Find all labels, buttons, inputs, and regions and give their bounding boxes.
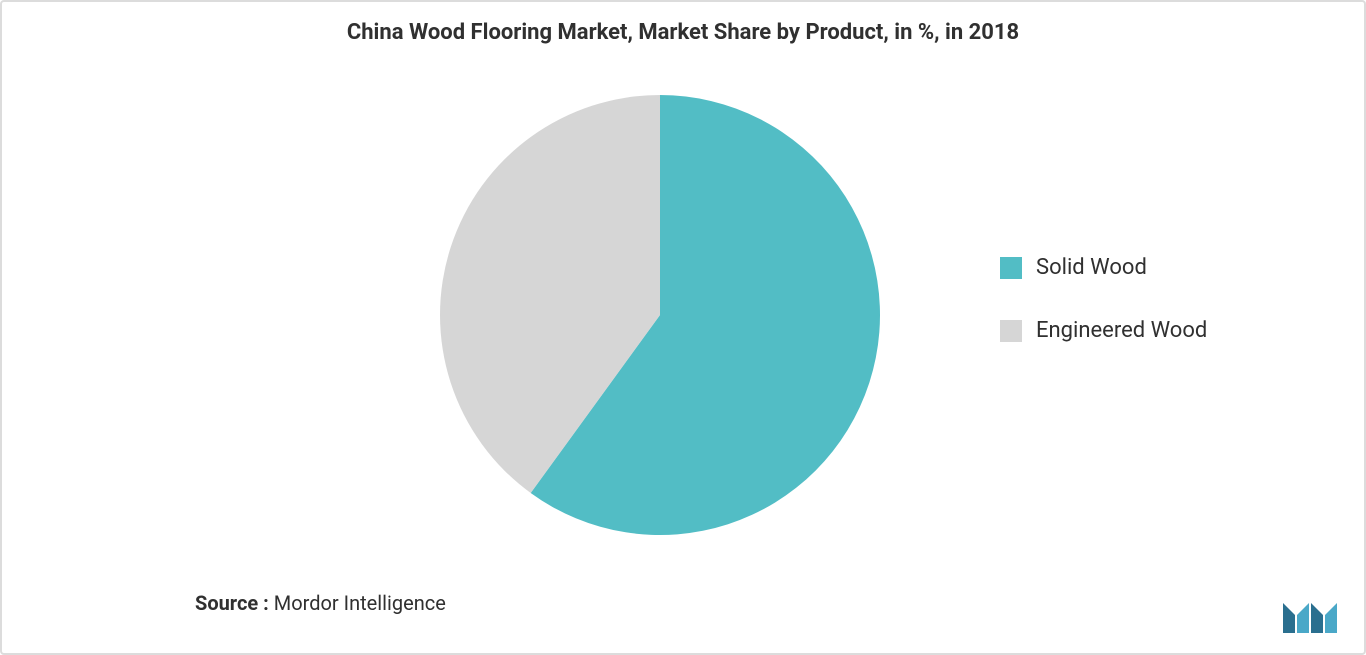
source-label: Source : [195,591,269,615]
source-value: Mordor Intelligence [274,591,446,615]
pie-chart [440,95,880,535]
chart-title: China Wood Flooring Market, Market Share… [0,20,1366,45]
source-line: Source : Mordor Intelligence [195,591,446,615]
legend: Solid Wood Engineered Wood [1000,255,1207,343]
mordor-logo-icon [1281,595,1341,635]
legend-swatch [1000,257,1022,279]
legend-swatch [1000,320,1022,342]
legend-item: Engineered Wood [1000,318,1207,343]
chart-area: Solid Wood Engineered Wood [0,85,1366,555]
legend-item: Solid Wood [1000,255,1207,280]
legend-label: Engineered Wood [1036,318,1207,343]
legend-label: Solid Wood [1036,255,1147,280]
